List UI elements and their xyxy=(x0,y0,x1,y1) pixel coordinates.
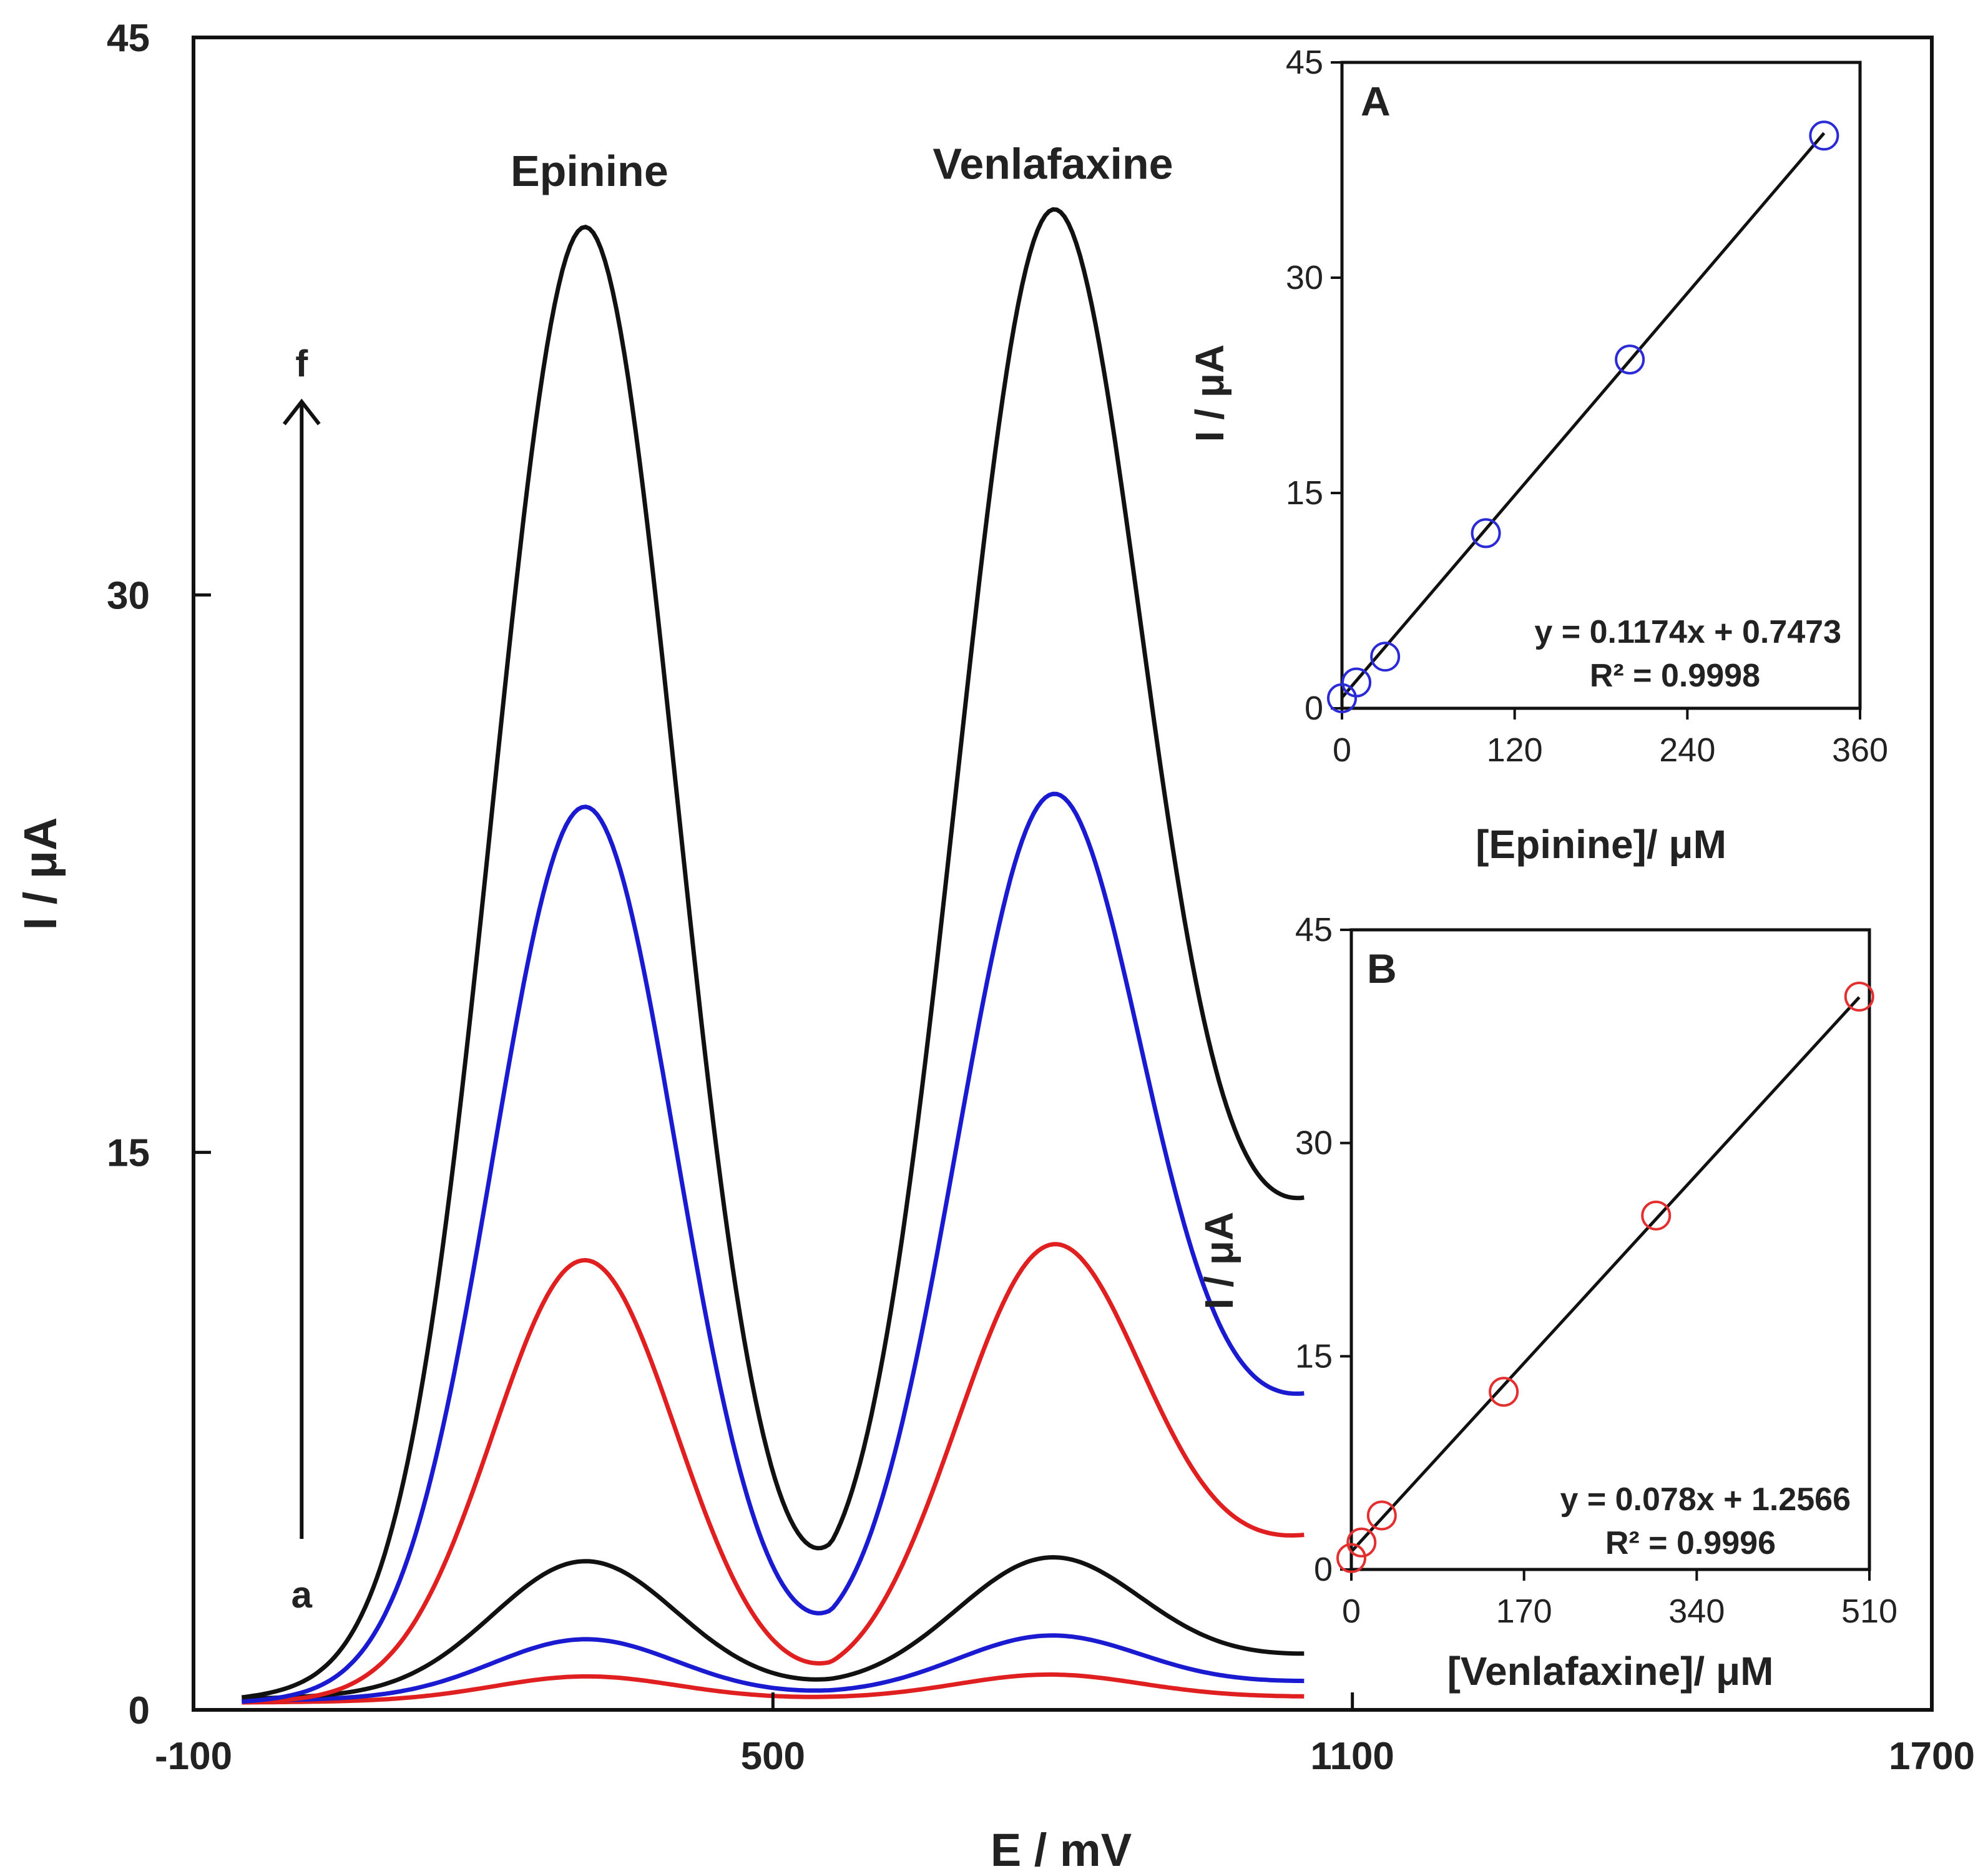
data-point-marker xyxy=(1809,120,1839,151)
main-y-ticks: 0 15 30 45 xyxy=(107,17,211,1732)
inset-x-tick-label: 510 xyxy=(1841,1593,1897,1630)
voltammogram-curve-f xyxy=(241,207,1305,1700)
inset-y-tick-label: 0 xyxy=(1305,690,1323,727)
main-x-tick-label: 1700 xyxy=(1889,1735,1975,1778)
inset-b-x-axis-label: [Venlafaxine]/ μM xyxy=(1447,1649,1774,1694)
inset-a-equation: y = 0.1174x + 0.7473 xyxy=(1534,614,1841,650)
voltammogram-curve-e xyxy=(242,791,1305,1704)
inset-y-tick-label: 30 xyxy=(1286,259,1323,296)
main-x-tick-label: 500 xyxy=(741,1735,805,1778)
inset-a-frame xyxy=(1340,61,1862,710)
peak-label-venlafaxine: Venlafaxine xyxy=(933,139,1173,188)
inset-y-tick-label: 15 xyxy=(1286,474,1323,512)
data-point-marker xyxy=(1346,1527,1377,1558)
inset-x-tick-label: 0 xyxy=(1333,731,1351,769)
main-x-ticks: -100 500 1100 1700 xyxy=(155,1692,1975,1778)
main-x-axis-label: E / mV xyxy=(991,1824,1132,1874)
inset-y-tick-label: 30 xyxy=(1295,1125,1333,1162)
inset-y-tick-label: 15 xyxy=(1295,1337,1333,1375)
arrow-start-label: a xyxy=(291,1574,313,1616)
data-point-marker xyxy=(1489,1377,1519,1407)
inset-b-y-axis-label: I / μA xyxy=(1197,1212,1241,1310)
inset-x-tick-label: 120 xyxy=(1487,731,1543,769)
main-plot-frame xyxy=(192,36,1934,1712)
data-point-marker xyxy=(1370,642,1401,672)
main-x-tick-label: -100 xyxy=(155,1735,232,1778)
inset-a-content: 0 120 240 360 0 15 30 45 xyxy=(1286,44,1888,769)
data-point-marker xyxy=(1366,1500,1397,1531)
inset-a-r2: R² = 0.9998 xyxy=(1590,658,1760,694)
inset-b-equation: y = 0.078x + 1.2566 xyxy=(1560,1481,1851,1518)
arrow-head-icon xyxy=(282,398,321,426)
fit-line xyxy=(1341,132,1826,699)
inset-x-tick-label: 170 xyxy=(1496,1593,1552,1630)
main-y-tick-label: 15 xyxy=(107,1132,150,1175)
inset-y-tick-label: 45 xyxy=(1286,44,1323,81)
main-y-axis-label: I / μA xyxy=(14,817,66,930)
data-point-marker xyxy=(1844,982,1874,1012)
increase-arrow: a f xyxy=(282,343,321,1616)
inset-a-x-axis-label: [Epinine]/ μM xyxy=(1476,822,1726,867)
inset-y-tick-label: 0 xyxy=(1314,1551,1333,1588)
inset-b-panel-label: B xyxy=(1367,945,1397,992)
data-point-marker xyxy=(1471,518,1501,549)
arrow-end-label: f xyxy=(295,343,308,385)
fit-line xyxy=(1350,996,1861,1553)
inset-b-frame xyxy=(1349,928,1871,1571)
inset-b-r2: R² = 0.9996 xyxy=(1605,1525,1776,1561)
inset-a-y-axis-label: I / μA xyxy=(1187,344,1232,442)
inset-x-tick-label: 360 xyxy=(1832,731,1888,769)
voltammogram-curve-d xyxy=(242,1242,1305,1704)
data-point-marker xyxy=(1341,667,1372,698)
inset-b-content: 0 170 340 510 0 15 30 45 xyxy=(1295,911,1897,1630)
main-x-tick-label: 1100 xyxy=(1310,1735,1394,1778)
peak-label-epinine: Epinine xyxy=(511,147,668,195)
inset-x-tick-label: 340 xyxy=(1668,1593,1725,1630)
inset-y-tick-label: 45 xyxy=(1295,911,1333,949)
main-y-tick-label: 45 xyxy=(107,17,150,60)
inset-a: 0 120 240 360 0 15 30 45 A y = 0.1174x + 0.7473… xyxy=(1187,44,1888,867)
inset-x-tick-label: 0 xyxy=(1342,1593,1361,1630)
inset-x-tick-label: 240 xyxy=(1659,731,1715,769)
main-y-tick-label: 30 xyxy=(107,574,150,617)
voltammogram-curve-c xyxy=(242,1554,1305,1701)
data-point-marker xyxy=(1641,1200,1672,1231)
voltammogram-curve-b xyxy=(242,1633,1305,1703)
data-point-marker xyxy=(1615,344,1645,375)
inset-a-panel-label: A xyxy=(1361,78,1391,124)
main-y-tick-label: 0 xyxy=(129,1689,150,1732)
main-series-group xyxy=(241,207,1305,1705)
data-point-marker xyxy=(1336,1543,1366,1573)
